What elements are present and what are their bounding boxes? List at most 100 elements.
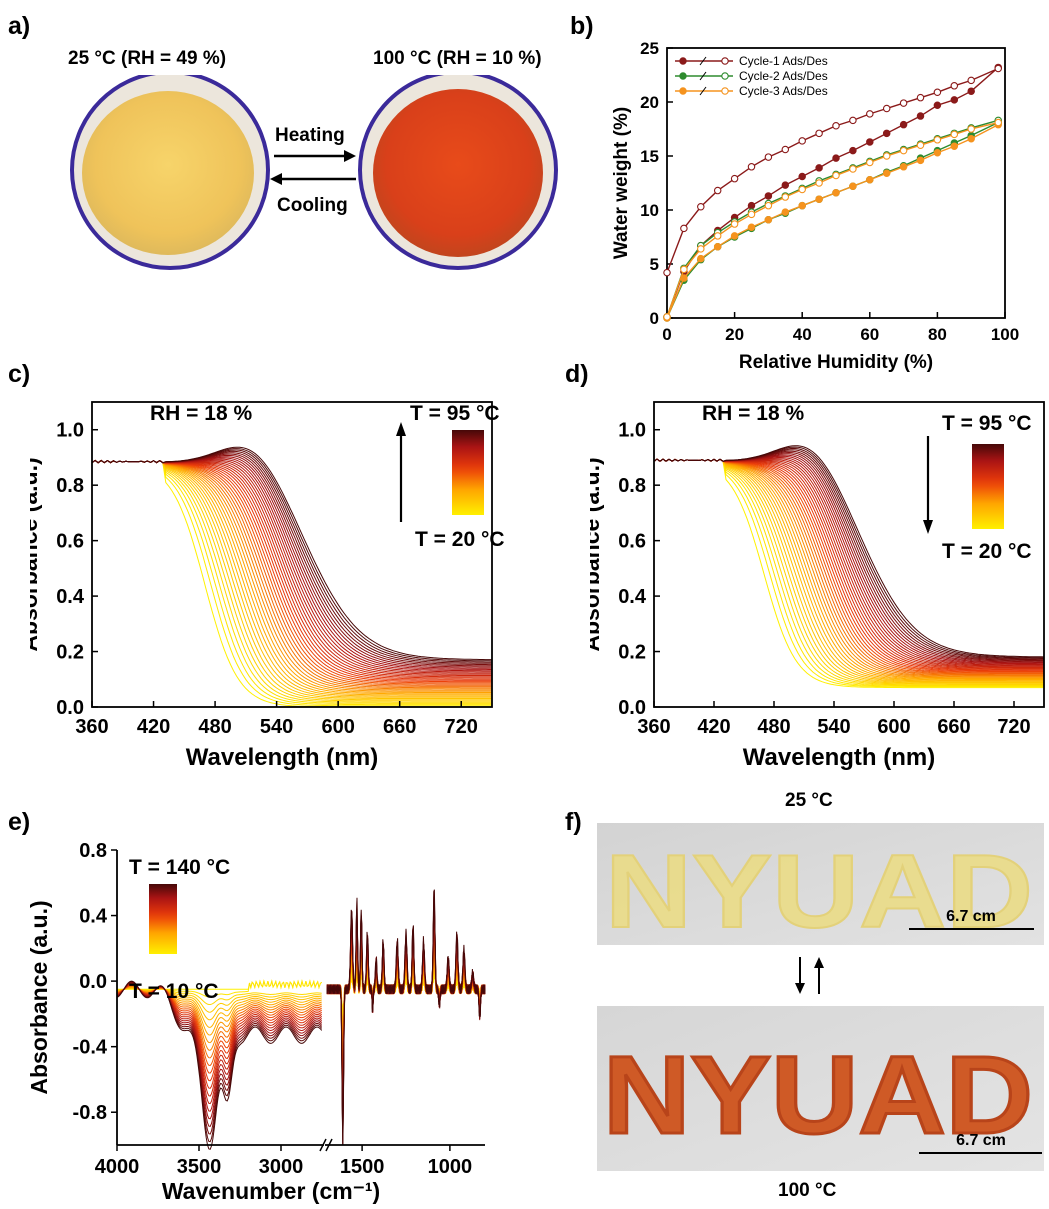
des-point [933, 136, 942, 144]
x-tick-label: 420 [697, 716, 730, 738]
ads-point [849, 146, 857, 155]
ads-point [697, 254, 705, 263]
des-point [849, 116, 857, 125]
legend-slash [699, 56, 707, 66]
des-point [680, 224, 688, 233]
x-tick-label: 1000 [428, 1156, 473, 1178]
x-axis-label: Wavelength (nm) [186, 744, 378, 771]
y-tick-label: 0.8 [56, 475, 84, 497]
legend-label: Cycle-1 Ads/Des [739, 54, 828, 68]
legend-open-marker [721, 72, 729, 80]
des-point [663, 313, 671, 321]
des-point [781, 145, 790, 154]
des-point [967, 76, 975, 85]
y-axis-label: Water weight (%) [611, 107, 632, 259]
ads-point [916, 112, 925, 120]
y-tick-label: 0.8 [79, 840, 107, 862]
uvvis-cooling-chart: 360 420 480 540 600 660 720 0.0 0.2 0.4 0.6 0.8 1.0 W… [590, 401, 1045, 771]
heating-arrowhead [344, 150, 356, 162]
arrowhead [396, 422, 406, 436]
ads-point [781, 208, 790, 216]
panel-a-right-title: 100 °C (RH = 10 %) [373, 48, 542, 69]
y-tick-label: 25 [640, 39, 659, 58]
top-temperature-label: T = 140 °C [129, 856, 230, 879]
des-point [680, 265, 688, 274]
scale-label-bottom: 6.7 cm [956, 1132, 1006, 1149]
y-tick-label: 0.0 [79, 971, 107, 993]
panel-b-label: b) [570, 12, 594, 40]
des-point [950, 82, 959, 90]
x-tick-label: 80 [928, 325, 947, 344]
legend-filled-marker [679, 72, 687, 80]
y-tick-label: 0.6 [56, 531, 84, 553]
des-point [967, 125, 975, 133]
des-point [764, 201, 773, 210]
ads-point [798, 172, 806, 181]
cooling-arrowhead [270, 173, 282, 185]
des-point [798, 185, 806, 194]
x-tick-label: 660 [383, 716, 416, 738]
x-tick-label: 480 [757, 716, 790, 738]
des-point [916, 93, 925, 102]
series-ads-line [666, 121, 999, 319]
yellow-powder [82, 91, 254, 255]
y-tick-label: 1.0 [618, 420, 646, 442]
ads-point [764, 192, 773, 200]
x-tick-label: 540 [260, 716, 293, 738]
y-tick-label: 0 [650, 309, 659, 328]
legend-filled-marker [679, 87, 687, 95]
des-point [950, 130, 959, 139]
ads-point [950, 96, 959, 104]
y-tick-label: -0.4 [73, 1037, 108, 1059]
ads-point [933, 101, 942, 109]
des-point [747, 163, 756, 171]
y-tick-label: 20 [640, 93, 659, 112]
des-point [697, 245, 705, 253]
ads-point [832, 188, 840, 197]
red-powder [373, 89, 543, 257]
des-point [815, 129, 823, 138]
des-point [849, 165, 857, 173]
ads-point [866, 138, 874, 146]
x-tick-label: 60 [860, 325, 879, 344]
des-point [882, 152, 891, 160]
ads-point [866, 176, 874, 184]
x-tick-label: 100 [991, 325, 1019, 344]
des-point [933, 88, 942, 97]
series-des-line [666, 119, 999, 318]
panel-a-photo-area [70, 75, 558, 270]
ads-point [747, 201, 756, 210]
ads-point [815, 195, 823, 203]
y-tick-label: 0.4 [56, 586, 85, 608]
des-point [798, 137, 806, 145]
y-tick-label: 0.8 [618, 475, 646, 497]
spectrum-curve [91, 449, 492, 663]
x-tick-label: 20 [725, 325, 744, 344]
ads-point [730, 232, 739, 240]
axis-break-mark [325, 1138, 333, 1152]
ir-curve-right [326, 889, 486, 1146]
legend-open-marker [721, 57, 729, 65]
arrowhead [923, 520, 933, 534]
top-temperature-label: T = 95 °C [942, 412, 1032, 435]
des-point [899, 146, 908, 155]
spectrum-curve [91, 459, 492, 706]
ads-point [764, 215, 773, 224]
x-axis-label: Wavelength (nm) [743, 744, 935, 771]
des-point [899, 99, 908, 107]
temperature-colorbar [149, 884, 177, 954]
ads-point [713, 242, 722, 251]
des-point [697, 203, 705, 211]
x-tick-label: 1500 [340, 1156, 385, 1178]
x-tick-label: 40 [793, 325, 812, 344]
plot-frame [653, 401, 1045, 708]
des-point [832, 171, 840, 180]
down-arrowhead [795, 983, 805, 994]
y-tick-label: 0.4 [79, 906, 108, 928]
temperature-colorbar [452, 430, 484, 515]
des-point [730, 220, 739, 228]
ir-curve-left [116, 980, 323, 1150]
ads-point [882, 169, 891, 178]
x-tick-label: 540 [817, 716, 850, 738]
y-tick-label: 0.0 [56, 697, 84, 719]
